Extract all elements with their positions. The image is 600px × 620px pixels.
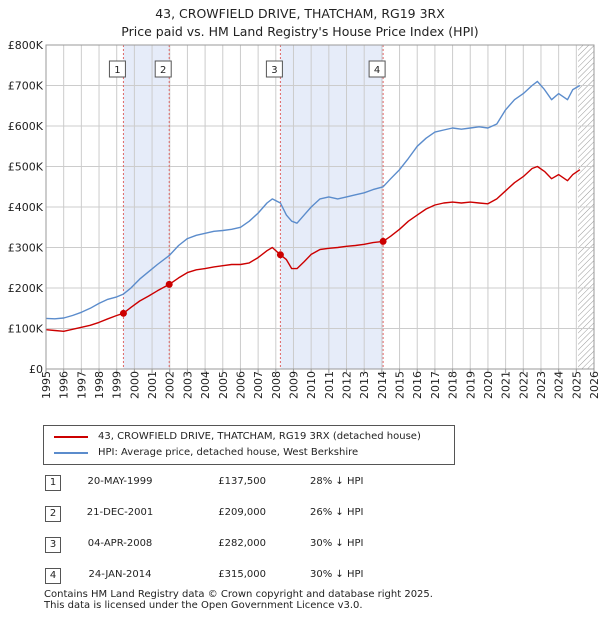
transaction-hpi-diff: 28% ↓ HPI (310, 476, 364, 487)
transaction-date: 20-MAY-1999 (87, 476, 153, 487)
transaction-hpi-diff: 26% ↓ HPI (310, 507, 364, 518)
legend-swatch-hpi (54, 452, 88, 454)
x-tick-label: 2017 (429, 371, 442, 399)
transaction-label: 4 (374, 65, 380, 76)
x-tick-label: 2023 (535, 371, 548, 399)
transaction-row: 4 24-JAN-2014 £315,000 30% ↓ HPI (0, 566, 600, 586)
transaction-number: 1 (45, 475, 61, 491)
transaction-label-box (108, 60, 126, 78)
transaction-number: 2 (45, 506, 61, 522)
x-tick-label: 2007 (252, 371, 265, 399)
x-tick-label: 1997 (75, 371, 88, 399)
x-tick-label: 2022 (517, 371, 530, 399)
transaction-label: 3 (271, 65, 277, 76)
price-paid-line (45, 165, 581, 332)
transaction-price: £282,000 (218, 538, 266, 549)
y-tick-label: £300K (8, 242, 44, 255)
y-tick-label: £100K (8, 323, 44, 336)
hpi-line (45, 80, 581, 320)
transaction-label-box (368, 60, 386, 78)
x-tick-label: 2021 (500, 371, 513, 399)
y-tick-label: £200K (8, 282, 44, 295)
transaction-label: 2 (160, 65, 166, 76)
chart-title: 43, CROWFIELD DRIVE, THATCHAM, RG19 3RX (155, 6, 445, 21)
x-tick-label: 1999 (111, 371, 124, 399)
x-tick-label: 1996 (58, 371, 71, 399)
x-tick-label: 2010 (305, 371, 318, 399)
x-tick-label: 2026 (588, 371, 600, 399)
y-tick-label: £800K (8, 39, 44, 52)
legend-label-hpi: HPI: Average price, detached house, West… (98, 447, 359, 458)
x-tick-label: 2009 (287, 371, 300, 399)
legend-swatch-price (54, 436, 88, 438)
transaction-number: 3 (45, 537, 61, 553)
transaction-number: 4 (45, 568, 61, 584)
x-tick-label: 2000 (128, 371, 141, 399)
y-tick-label: £700K (8, 80, 44, 93)
chart-subtitle: Price paid vs. HM Land Registry's House … (121, 24, 479, 39)
sale-point (276, 251, 284, 259)
x-tick-label: 2016 (411, 371, 424, 399)
x-tick-label: 2003 (181, 371, 194, 399)
legend-label-price: 43, CROWFIELD DRIVE, THATCHAM, RG19 3RX … (98, 431, 421, 442)
x-tick-label: 2005 (217, 371, 230, 399)
x-tick-label: 2001 (146, 371, 159, 399)
x-tick-label: 2006 (234, 371, 247, 399)
legend: 43, CROWFIELD DRIVE, THATCHAM, RG19 3RX … (43, 425, 455, 465)
x-tick-label: 2020 (482, 371, 495, 399)
transaction-row: 1 20-MAY-1999 £137,500 28% ↓ HPI (0, 473, 600, 493)
transaction-label-box (154, 60, 172, 78)
x-tick-label: 2011 (323, 371, 336, 399)
transaction-label-box (265, 60, 283, 78)
x-tick-label: 2019 (464, 371, 477, 399)
x-tick-label: 2008 (270, 371, 283, 399)
x-tick-label: 2015 (394, 371, 407, 399)
sale-point (119, 309, 127, 317)
transaction-hpi-diff: 30% ↓ HPI (310, 569, 364, 580)
y-tick-label: £0 (29, 363, 43, 376)
sale-point (379, 237, 387, 245)
transaction-row: 2 21-DEC-2001 £209,000 26% ↓ HPI (0, 504, 600, 524)
transaction-hpi-diff: 30% ↓ HPI (310, 538, 364, 549)
y-tick-label: £500K (8, 161, 44, 174)
transaction-date: 21-DEC-2001 (86, 507, 154, 518)
y-tick-label: £600K (8, 120, 44, 133)
transaction-price: £137,500 (218, 476, 266, 487)
footer-copyright: Contains HM Land Registry data © Crown c… (44, 589, 433, 600)
x-tick-label: 1995 (40, 371, 53, 399)
x-tick-label: 2012 (341, 371, 354, 399)
sale-point (165, 280, 173, 288)
footer-license: This data is licensed under the Open Gov… (44, 600, 363, 611)
price-chart: 1 2 3 4 £0 £100K £200K £300K £400K £500K £600K £700… (8, 39, 600, 399)
transaction-price: £209,000 (218, 507, 266, 518)
transaction-date: 04-APR-2008 (87, 538, 153, 549)
x-tick-label: 2004 (199, 371, 212, 399)
y-tick-label: £400K (8, 201, 44, 214)
x-tick-label: 2013 (358, 371, 371, 399)
x-tick-label: 2024 (553, 371, 566, 399)
transaction-label: 1 (114, 65, 120, 76)
x-tick-label: 2002 (164, 371, 177, 399)
footer: Contains HM Land Registry data © Crown c… (44, 589, 433, 611)
transaction-row: 3 04-APR-2008 £282,000 30% ↓ HPI (0, 535, 600, 555)
x-tick-label: 2018 (447, 371, 460, 399)
plot-frame (45, 44, 595, 370)
transaction-price: £315,000 (218, 569, 266, 580)
x-tick-label: 1998 (93, 371, 106, 399)
x-tick-label: 2014 (376, 371, 389, 399)
transaction-date: 24-JAN-2014 (88, 569, 152, 580)
x-tick-label: 2025 (570, 371, 583, 399)
